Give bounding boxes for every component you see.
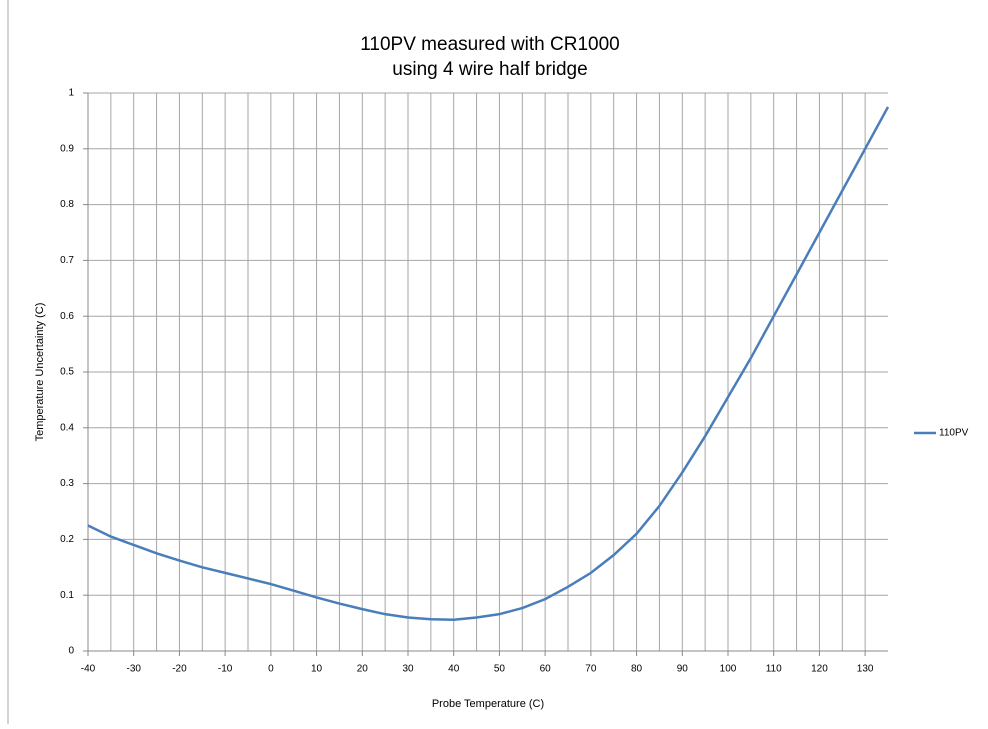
y-tick-label: 0.1 — [60, 590, 74, 601]
y-tick-label: 0.9 — [60, 143, 74, 154]
x-tick-label: 50 — [494, 664, 506, 675]
x-axis-title: Probe Temperature (C) — [432, 698, 544, 710]
y-tick-label: 0.4 — [60, 422, 74, 433]
x-tick-label: -30 — [126, 664, 141, 675]
x-tick-label: 110 — [766, 664, 782, 675]
x-tick-label: 0 — [268, 664, 274, 675]
x-tick-label: 20 — [357, 664, 369, 675]
x-tick-label: 90 — [677, 664, 689, 675]
y-tick-label: 0.7 — [60, 255, 74, 266]
x-tick-label: 130 — [857, 664, 874, 675]
x-tick-label: 10 — [311, 664, 323, 675]
y-tick-label: 0 — [68, 646, 74, 657]
y-tick-label: 0.8 — [60, 199, 74, 210]
y-tick-label: 0.6 — [60, 311, 74, 322]
y-tick-label: 0.5 — [60, 367, 74, 378]
x-tick-label: 80 — [631, 664, 643, 675]
y-axis-title: Temperature Uncertainty (C) — [34, 303, 46, 442]
x-tick-label: 40 — [448, 664, 460, 675]
x-tick-label: -10 — [218, 664, 233, 675]
x-tick-label: 120 — [811, 664, 828, 675]
chart-title: using 4 wire half bridge — [392, 59, 587, 80]
legend-label: 110PV — [939, 428, 969, 439]
x-tick-label: -40 — [81, 664, 96, 675]
y-tick-label: 1 — [68, 88, 74, 99]
y-tick-label: 0.2 — [60, 534, 74, 545]
x-tick-label: 60 — [540, 664, 552, 675]
x-tick-label: -20 — [172, 664, 187, 675]
x-tick-label: 70 — [585, 664, 597, 675]
x-tick-label: 30 — [402, 664, 414, 675]
data-line — [87, 106, 890, 622]
x-tick-label: 100 — [720, 664, 737, 675]
y-tick-label: 0.3 — [60, 478, 74, 489]
chart-title: 110PV measured with CR1000 — [360, 34, 619, 55]
